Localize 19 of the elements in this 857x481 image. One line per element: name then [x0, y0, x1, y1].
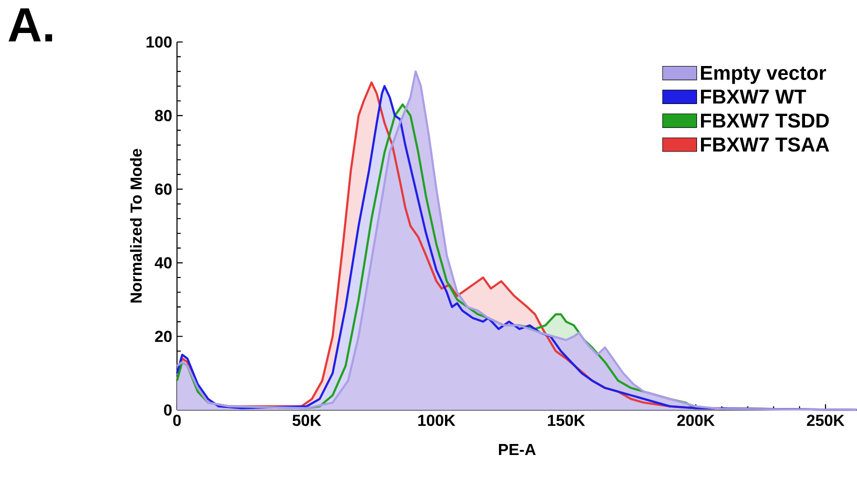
legend-label: FBXW7 TSAA	[701, 137, 830, 152]
x-tick-label: 0	[173, 414, 181, 426]
y-tick-label: 60	[155, 184, 172, 195]
legend-label: Empty vector	[701, 66, 826, 84]
x-tick-label: 250K	[806, 414, 844, 426]
y-axis-title: Normalized To Mode	[130, 148, 142, 303]
legend-label: FBXW7 TSDD	[701, 114, 829, 128]
legend-label: FBXW7 WT	[701, 90, 806, 104]
x-axis-title: PE-A	[498, 444, 536, 456]
y-tick-label: 100	[146, 36, 172, 48]
y-tick-label: 20	[155, 330, 172, 342]
x-tick-label: 50K	[292, 414, 322, 426]
y-tick-label: 0	[164, 404, 172, 416]
y-tick-label: 80	[155, 110, 172, 122]
y-tick-label: 40	[154, 257, 172, 268]
x-tick-label: 150K	[548, 414, 586, 426]
x-tick-label: 100K	[418, 414, 456, 426]
chart-title: A.	[8, 8, 52, 42]
x-tick-label: 200K	[677, 414, 715, 426]
